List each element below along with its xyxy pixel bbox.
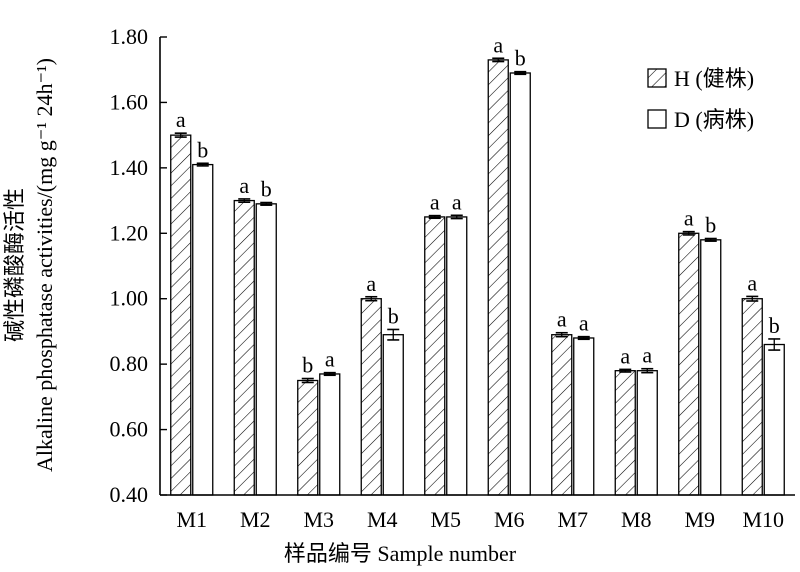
x-category-label: M4 — [367, 507, 398, 532]
significance-letter: b — [769, 313, 780, 338]
x-category-layer: M1 M2 M3 M4 M5 M6 M7 M8 M9 M10 — [176, 507, 784, 532]
x-category-label: M9 — [684, 507, 715, 532]
x-axis-title: 样品编号 Sample number — [284, 541, 517, 566]
bar-h — [487, 59, 509, 496]
y-tick-label: 0.40 — [110, 482, 149, 507]
bar-d — [446, 216, 468, 496]
bar-d — [382, 334, 404, 496]
significance-letter: a — [493, 32, 503, 57]
bars-layer — [170, 57, 785, 496]
bar-d — [573, 337, 595, 496]
significance-letter: a — [430, 190, 440, 215]
bar-h — [741, 298, 763, 496]
x-category-label: M3 — [303, 507, 334, 532]
significance-letter: b — [197, 137, 208, 162]
bar-d — [319, 373, 341, 496]
significance-letter: a — [325, 347, 335, 372]
significance-letter: a — [239, 173, 249, 198]
significance-letter: a — [579, 311, 589, 336]
x-category-label: M6 — [494, 507, 525, 532]
y-tick-label: 1.80 — [110, 24, 149, 49]
bar-d — [763, 343, 785, 496]
y-tick-label: 0.60 — [110, 417, 149, 442]
significance-letter: a — [642, 343, 652, 368]
y-tick-label: 1.00 — [110, 286, 149, 311]
significance-letter: a — [620, 343, 630, 368]
x-category-label: M5 — [430, 507, 461, 532]
bar-h — [551, 334, 573, 496]
y-tick-label: 1.60 — [110, 89, 149, 114]
legend: H (健株) D (病株) — [647, 66, 754, 132]
y-axis-title-cn: 碱性磷酸酶活性 — [2, 188, 27, 342]
significance-letter: a — [176, 107, 186, 132]
y-tick-label: 0.80 — [110, 351, 149, 376]
x-category-label: M8 — [621, 507, 652, 532]
bar-h — [424, 216, 446, 496]
bar-h — [360, 298, 382, 496]
bar-d — [192, 163, 214, 496]
bar-d — [509, 72, 531, 496]
y-tick-label: 1.20 — [110, 220, 149, 245]
x-category-label: M2 — [240, 507, 271, 532]
axes-layer — [159, 37, 795, 496]
x-category-label: M7 — [557, 507, 588, 532]
significance-letter: b — [515, 46, 526, 71]
x-category-label: M1 — [176, 507, 207, 532]
legend-swatch-d — [647, 109, 667, 129]
significance-letter: a — [452, 189, 462, 214]
significance-letter: a — [366, 271, 376, 296]
significance-letter: b — [302, 353, 313, 378]
significance-letter: b — [705, 213, 716, 238]
significance-letter: b — [388, 303, 399, 328]
bar-d — [255, 203, 277, 496]
y-tick-label: 1.40 — [110, 155, 149, 180]
legend-swatch-h — [647, 68, 667, 88]
bar-h — [170, 134, 192, 496]
bar-h — [297, 379, 319, 496]
bar-h — [614, 370, 636, 496]
x-category-label: M10 — [742, 507, 784, 532]
significance-letter: a — [557, 307, 567, 332]
bar-d — [700, 239, 722, 496]
bar-h — [678, 232, 700, 496]
y-ticks-layer: 0.40 0.60 0.80 1.00 1.20 1.40 1.60 1.80 — [110, 24, 167, 507]
legend-label-d: D (病株) — [674, 107, 754, 132]
y-axis-title-en: Alkaline phosphatase activities/(mg g⁻¹ … — [32, 58, 57, 472]
significance-letter: a — [747, 270, 757, 295]
legend-label-h: H (健株) — [674, 66, 754, 91]
bar-h — [233, 199, 255, 496]
significance-letter: a — [684, 206, 694, 231]
significance-letter: b — [261, 177, 272, 202]
bar-d — [636, 370, 658, 496]
